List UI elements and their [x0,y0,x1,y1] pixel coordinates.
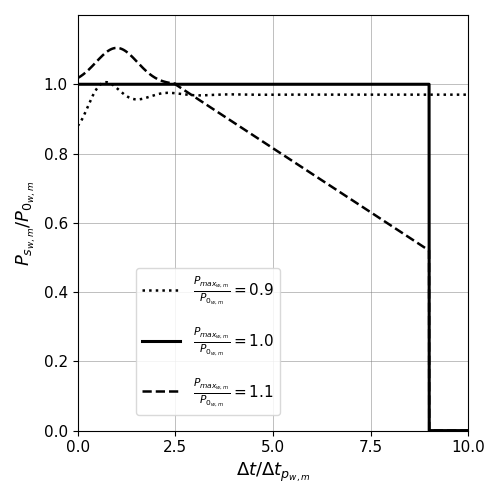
$\frac{P_{max_{w,m}}}{P_{0_{w,m}}}=0.9$ [328,92,334,98]
$\frac{P_{max_{w,m}}}{P_{0_{w,m}}}=1.1$ [114,45,119,51]
$\frac{P_{max_{w,m}}}{P_{0_{w,m}}}=0.9$ [309,92,315,98]
$\frac{P_{max_{w,m}}}{P_{0_{w,m}}}=1.1$ [146,70,152,76]
$\frac{P_{max_{w,m}}}{P_{0_{w,m}}}=0.9$ [146,94,152,100]
$\frac{P_{max_{w,m}}}{P_{0_{w,m}}}=1.0$ [366,81,372,87]
$\frac{P_{max_{w,m}}}{P_{0_{w,m}}}=1.1$ [396,228,402,234]
$\frac{P_{max_{w,m}}}{P_{0_{w,m}}}=1.1$ [74,75,80,81]
$\frac{P_{max_{w,m}}}{P_{0_{w,m}}}=0.9$ [224,91,230,97]
Legend: $\frac{P_{max_{w,m}}}{P_{0_{w,m}}}=0.9$, $\frac{P_{max_{w,m}}}{P_{0_{w,m}}}=1.0$: $\frac{P_{max_{w,m}}}{P_{0_{w,m}}}=0.9$,… [136,268,280,415]
$\frac{P_{max_{w,m}}}{P_{0_{w,m}}}=1.0$ [465,428,471,434]
$\frac{P_{max_{w,m}}}{P_{0_{w,m}}}=1.0$ [224,81,230,87]
$\frac{P_{max_{w,m}}}{P_{0_{w,m}}}=1.0$ [426,428,432,434]
Line: $\frac{P_{max_{w,m}}}{P_{0_{w,m}}}=1.0$: $\frac{P_{max_{w,m}}}{P_{0_{w,m}}}=1.0$ [78,84,468,431]
$\frac{P_{max_{w,m}}}{P_{0_{w,m}}}=1.1$ [426,428,432,434]
$\frac{P_{max_{w,m}}}{P_{0_{w,m}}}=1.0$ [328,81,334,87]
Line: $\frac{P_{max_{w,m}}}{P_{0_{w,m}}}=0.9$: $\frac{P_{max_{w,m}}}{P_{0_{w,m}}}=0.9$ [78,82,468,126]
$\frac{P_{max_{w,m}}}{P_{0_{w,m}}}=1.0$ [146,81,152,87]
$\frac{P_{max_{w,m}}}{P_{0_{w,m}}}=1.1$ [224,115,230,121]
$\frac{P_{max_{w,m}}}{P_{0_{w,m}}}=0.9$ [465,92,471,98]
$\frac{P_{max_{w,m}}}{P_{0_{w,m}}}=0.9$ [103,79,109,85]
X-axis label: $\Delta t/\Delta t_{p_{w,m}}$: $\Delta t/\Delta t_{p_{w,m}}$ [236,461,310,484]
$\frac{P_{max_{w,m}}}{P_{0_{w,m}}}=1.1$ [465,428,471,434]
Line: $\frac{P_{max_{w,m}}}{P_{0_{w,m}}}=1.1$: $\frac{P_{max_{w,m}}}{P_{0_{w,m}}}=1.1$ [78,48,468,431]
$\frac{P_{max_{w,m}}}{P_{0_{w,m}}}=0.9$ [396,92,402,98]
$\frac{P_{max_{w,m}}}{P_{0_{w,m}}}=1.1$ [366,208,372,214]
$\frac{P_{max_{w,m}}}{P_{0_{w,m}}}=0.9$ [366,92,372,98]
$\frac{P_{max_{w,m}}}{P_{0_{w,m}}}=1.0$ [396,81,402,87]
$\frac{P_{max_{w,m}}}{P_{0_{w,m}}}=1.1$ [309,171,315,177]
$\frac{P_{max_{w,m}}}{P_{0_{w,m}}}=1.0$ [74,81,80,87]
$\frac{P_{max_{w,m}}}{P_{0_{w,m}}}=0.9$ [74,123,80,129]
Y-axis label: $P_{s_{w,m}}/P_{0_{w,m}}$: $P_{s_{w,m}}/P_{0_{w,m}}$ [15,180,38,265]
$\frac{P_{max_{w,m}}}{P_{0_{w,m}}}=1.0$ [309,81,315,87]
$\frac{P_{max_{w,m}}}{P_{0_{w,m}}}=1.1$ [328,184,334,190]
